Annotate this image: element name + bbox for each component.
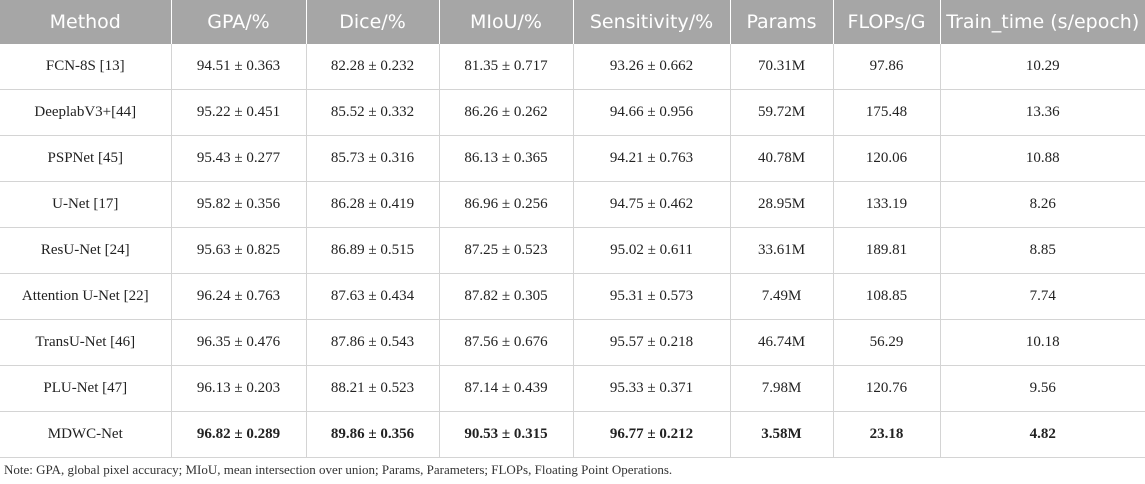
header-row: Method GPA/% Dice/% MIoU/% Sensitivity/%… bbox=[0, 0, 1145, 44]
header-method: Method bbox=[0, 0, 171, 44]
cell-gpa: 96.24 ± 0.763 bbox=[170, 273, 306, 320]
cell-params: 59.72M bbox=[729, 89, 833, 136]
cell-train-time: 10.88 bbox=[939, 135, 1145, 182]
cell-train-time: 8.26 bbox=[939, 181, 1145, 228]
cell-dice: 86.28 ± 0.419 bbox=[305, 181, 439, 228]
cell-dice: 86.89 ± 0.515 bbox=[305, 227, 439, 274]
cell-sensitivity: 95.31 ± 0.573 bbox=[572, 273, 730, 320]
table-row: DeeplabV3+[44] 95.22 ± 0.451 85.52 ± 0.3… bbox=[0, 89, 1145, 136]
cell-method: PSPNet [45] bbox=[0, 135, 171, 182]
cell-flops: 120.06 bbox=[832, 135, 940, 182]
cell-flops: 133.19 bbox=[832, 181, 940, 228]
cell-sensitivity: 95.02 ± 0.611 bbox=[572, 227, 730, 274]
cell-dice: 85.52 ± 0.332 bbox=[305, 89, 439, 136]
results-table-container: Method GPA/% Dice/% MIoU/% Sensitivity/%… bbox=[0, 0, 1145, 458]
cell-sensitivity: 95.57 ± 0.218 bbox=[572, 319, 730, 366]
cell-gpa: 95.22 ± 0.451 bbox=[170, 89, 306, 136]
cell-miou: 86.13 ± 0.365 bbox=[438, 135, 573, 182]
table-body: FCN-8S [13] 94.51 ± 0.363 82.28 ± 0.232 … bbox=[0, 44, 1145, 458]
cell-miou: 87.14 ± 0.439 bbox=[438, 365, 573, 412]
cell-dice: 87.63 ± 0.434 bbox=[305, 273, 439, 320]
cell-gpa: 95.43 ± 0.277 bbox=[170, 135, 306, 182]
cell-dice: 82.28 ± 0.232 bbox=[305, 44, 439, 90]
cell-flops: 56.29 bbox=[832, 319, 940, 366]
cell-train-time: 9.56 bbox=[939, 365, 1145, 412]
cell-sensitivity: 94.21 ± 0.763 bbox=[572, 135, 730, 182]
cell-train-time: 8.85 bbox=[939, 227, 1145, 274]
table-row: U-Net [17] 95.82 ± 0.356 86.28 ± 0.419 8… bbox=[0, 181, 1145, 228]
cell-miou: 87.82 ± 0.305 bbox=[438, 273, 573, 320]
table-row: PLU-Net [47] 96.13 ± 0.203 88.21 ± 0.523… bbox=[0, 365, 1145, 412]
cell-method: MDWC-Net bbox=[0, 411, 171, 458]
cell-params: 33.61M bbox=[729, 227, 833, 274]
table-row: Attention U-Net [22] 96.24 ± 0.763 87.63… bbox=[0, 273, 1145, 320]
cell-sensitivity: 93.26 ± 0.662 bbox=[572, 44, 730, 90]
cell-params: 7.49M bbox=[729, 273, 833, 320]
cell-method: PLU-Net [47] bbox=[0, 365, 171, 412]
cell-method: FCN-8S [13] bbox=[0, 44, 171, 90]
cell-gpa: 95.63 ± 0.825 bbox=[170, 227, 306, 274]
cell-params: 46.74M bbox=[729, 319, 833, 366]
cell-train-time: 10.29 bbox=[939, 44, 1145, 90]
cell-miou: 87.56 ± 0.676 bbox=[438, 319, 573, 366]
cell-flops: 120.76 bbox=[832, 365, 940, 412]
cell-params: 7.98M bbox=[729, 365, 833, 412]
header-miou: MIoU/% bbox=[438, 0, 573, 44]
cell-sensitivity: 96.77 ± 0.212 bbox=[572, 411, 730, 458]
table-row-proposed: MDWC-Net 96.82 ± 0.289 89.86 ± 0.356 90.… bbox=[0, 411, 1145, 458]
results-table: Method GPA/% Dice/% MIoU/% Sensitivity/%… bbox=[0, 0, 1145, 458]
table-row: ResU-Net [24] 95.63 ± 0.825 86.89 ± 0.51… bbox=[0, 227, 1145, 274]
cell-sensitivity: 94.75 ± 0.462 bbox=[572, 181, 730, 228]
cell-method: U-Net [17] bbox=[0, 181, 171, 228]
cell-flops: 97.86 bbox=[832, 44, 940, 90]
cell-train-time: 4.82 bbox=[939, 411, 1145, 458]
cell-dice: 88.21 ± 0.523 bbox=[305, 365, 439, 412]
cell-params: 28.95M bbox=[729, 181, 833, 228]
header-sensitivity: Sensitivity/% bbox=[572, 0, 730, 44]
cell-flops: 175.48 bbox=[832, 89, 940, 136]
cell-gpa: 96.82 ± 0.289 bbox=[170, 411, 306, 458]
cell-flops: 108.85 bbox=[832, 273, 940, 320]
header-train-time: Train_time (s/epoch) bbox=[939, 0, 1145, 44]
cell-train-time: 10.18 bbox=[939, 319, 1145, 366]
cell-method: TransU-Net [46] bbox=[0, 319, 171, 366]
header-gpa: GPA/% bbox=[170, 0, 306, 44]
cell-method: ResU-Net [24] bbox=[0, 227, 171, 274]
cell-gpa: 96.35 ± 0.476 bbox=[170, 319, 306, 366]
header-params: Params bbox=[729, 0, 833, 44]
cell-train-time: 7.74 bbox=[939, 273, 1145, 320]
cell-sensitivity: 95.33 ± 0.371 bbox=[572, 365, 730, 412]
cell-dice: 85.73 ± 0.316 bbox=[305, 135, 439, 182]
cell-dice: 89.86 ± 0.356 bbox=[305, 411, 439, 458]
cell-method: Attention U-Net [22] bbox=[0, 273, 171, 320]
cell-dice: 87.86 ± 0.543 bbox=[305, 319, 439, 366]
cell-gpa: 95.82 ± 0.356 bbox=[170, 181, 306, 228]
cell-params: 3.58M bbox=[729, 411, 833, 458]
cell-miou: 81.35 ± 0.717 bbox=[438, 44, 573, 90]
cell-sensitivity: 94.66 ± 0.956 bbox=[572, 89, 730, 136]
cell-flops: 189.81 bbox=[832, 227, 940, 274]
cell-gpa: 96.13 ± 0.203 bbox=[170, 365, 306, 412]
table-row: FCN-8S [13] 94.51 ± 0.363 82.28 ± 0.232 … bbox=[0, 44, 1145, 90]
table-header: Method GPA/% Dice/% MIoU/% Sensitivity/%… bbox=[0, 0, 1145, 44]
cell-flops: 23.18 bbox=[832, 411, 940, 458]
table-row: PSPNet [45] 95.43 ± 0.277 85.73 ± 0.316 … bbox=[0, 135, 1145, 182]
cell-miou: 87.25 ± 0.523 bbox=[438, 227, 573, 274]
cell-miou: 90.53 ± 0.315 bbox=[438, 411, 573, 458]
cell-params: 40.78M bbox=[729, 135, 833, 182]
cell-method: DeeplabV3+[44] bbox=[0, 89, 171, 136]
cell-train-time: 13.36 bbox=[939, 89, 1145, 136]
cell-miou: 86.96 ± 0.256 bbox=[438, 181, 573, 228]
header-flops: FLOPs/G bbox=[832, 0, 940, 44]
header-dice: Dice/% bbox=[305, 0, 439, 44]
table-row: TransU-Net [46] 96.35 ± 0.476 87.86 ± 0.… bbox=[0, 319, 1145, 366]
cell-gpa: 94.51 ± 0.363 bbox=[170, 44, 306, 90]
cell-params: 70.31M bbox=[729, 44, 833, 90]
table-footnote: Note: GPA, global pixel accuracy; MIoU, … bbox=[4, 462, 673, 477]
cell-miou: 86.26 ± 0.262 bbox=[438, 89, 573, 136]
